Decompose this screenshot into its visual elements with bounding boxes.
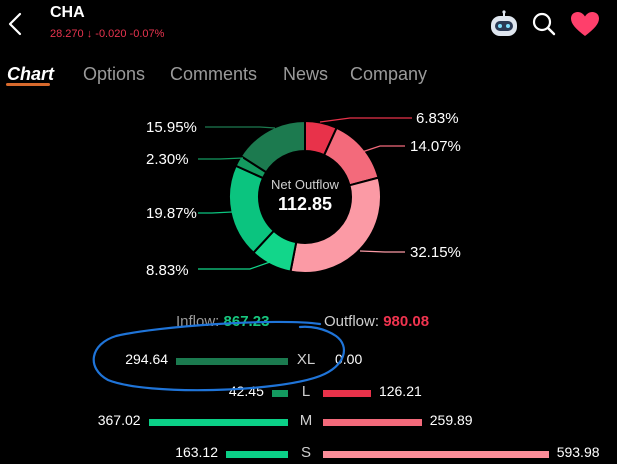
heart-icon[interactable]	[570, 11, 600, 37]
tab-comments[interactable]: Comments	[170, 64, 258, 84]
back-icon[interactable]	[6, 12, 24, 36]
slice-label-inflow-xl: 15.95%	[146, 119, 197, 136]
leader-line-inflow-s	[198, 261, 271, 270]
slice-label-outflow-xl: 6.83%	[416, 110, 459, 127]
inflow-bar-m	[148, 419, 288, 426]
outflow-value-xl: 0.00	[335, 351, 363, 367]
outflow-value-l: 126.21	[378, 383, 422, 399]
size-label-l: L	[301, 383, 311, 400]
outflow-total: Outflow: 980.08	[324, 313, 429, 330]
leader-line-outflow-l	[361, 145, 405, 153]
leader-line-outflow-m	[359, 250, 405, 253]
outflow-bar-s	[323, 451, 549, 458]
tab-chart[interactable]: Chart	[7, 64, 55, 84]
donut-center-value: 112.85	[277, 194, 333, 214]
tab-news[interactable]: News	[283, 64, 329, 84]
quote-line: 28.270 ↓ -0.020 -0.07%	[50, 28, 164, 40]
slice-label-outflow-m: 32.15%	[410, 244, 461, 261]
outflow-bar-l	[323, 390, 371, 397]
slice-label-inflow-m: 19.87%	[146, 205, 197, 222]
capital-flow-donut-chart	[198, 117, 412, 274]
leader-line-inflow-l	[198, 157, 244, 160]
inflow-bar-s	[226, 451, 288, 458]
slice-label-inflow-s: 8.83%	[146, 262, 189, 279]
inflow-bar-l	[271, 390, 288, 397]
price-change-pct: -0.07%	[129, 28, 165, 40]
donut-slice-inflow-xl	[239, 119, 306, 174]
active-tab-indicator	[6, 83, 50, 86]
donut-center-label: Net Outflow	[271, 177, 339, 192]
robot-assistant-icon[interactable]	[488, 10, 520, 38]
tab-company[interactable]: Company	[350, 64, 428, 84]
down-arrow-icon: ↓	[86, 28, 93, 40]
leader-line-inflow-xl	[205, 126, 276, 129]
ticker-symbol: CHA	[50, 4, 85, 21]
search-icon[interactable]	[531, 11, 557, 37]
inflow-value-m: 367.02	[97, 412, 141, 428]
size-label-m: M	[299, 412, 313, 429]
tab-options[interactable]: Options	[83, 64, 146, 84]
price-change: -0.020	[95, 28, 127, 40]
leader-line-outflow-xl	[319, 117, 412, 123]
slice-label-outflow-l: 14.07%	[410, 138, 461, 155]
annotation-circle	[92, 320, 345, 392]
size-label-xl: XL	[296, 351, 316, 368]
leader-line-inflow-m	[198, 211, 233, 214]
outflow-value: 980.08	[383, 313, 430, 330]
outflow-bar-m	[323, 419, 422, 426]
size-label-s: S	[300, 444, 311, 461]
inflow-bar-xl	[176, 358, 288, 365]
inflow-value-xl: 294.64	[125, 351, 169, 367]
slice-label-inflow-l: 2.30%	[146, 151, 189, 168]
price: 28.270	[50, 28, 84, 40]
outflow-value-s: 593.98	[556, 444, 600, 460]
inflow-value-s: 163.12	[175, 444, 219, 460]
donut-slice-outflow-m	[289, 176, 382, 274]
outflow-value-m: 259.89	[429, 412, 473, 428]
outflow-label: Outflow:	[324, 313, 380, 330]
